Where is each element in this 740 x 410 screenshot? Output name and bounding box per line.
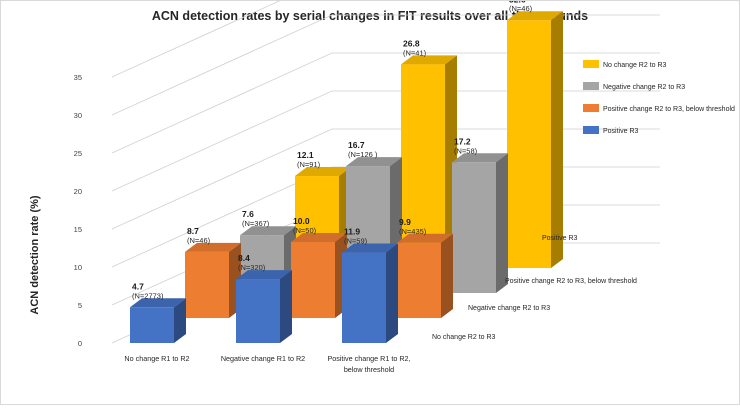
bars: [130, 11, 563, 343]
data-label-value: 7.6: [242, 209, 254, 219]
data-label-value: 9.9: [399, 217, 411, 227]
depth-axis-label: Positive change R2 to R3, below threshol…: [505, 278, 637, 285]
bar-side-face: [441, 233, 453, 318]
data-label-n: (N=50): [293, 226, 317, 235]
data-label-value: 11.9: [344, 227, 360, 237]
bar-side-face: [496, 153, 508, 293]
bar-top-face: [401, 55, 457, 65]
bar-top-face: [346, 157, 402, 167]
bar: [452, 153, 508, 293]
bar-side-face: [280, 270, 292, 343]
legend: No change R2 to R3 Negative change R2 to …: [583, 60, 735, 135]
bar-front-face: [507, 20, 551, 268]
x-tick-label: below threshold: [344, 365, 394, 374]
bar-front-face: [342, 252, 386, 343]
data-label-value: 8.4: [238, 253, 250, 263]
data-labels: 12.1(N=91)26.8(N=41)32.6(N=46)7.6(N=367)…: [132, 0, 533, 300]
y-tick-label: 15: [74, 225, 82, 234]
bar-side-face: [551, 11, 563, 269]
data-label-n: (N=367): [242, 219, 270, 228]
bar-top-face: [291, 233, 347, 242]
y-tick-label: 0: [78, 339, 82, 348]
data-label-n: (N=320): [238, 263, 266, 272]
gridline: [111, 0, 283, 78]
legend-label: Positive change R2 to R3, below threshol…: [603, 106, 735, 113]
bar-top-face: [507, 11, 563, 21]
bar-front-face: [397, 242, 441, 318]
chart-title: ACN detection rates by serial changes in…: [152, 9, 588, 23]
bar-top-face: [236, 270, 292, 280]
data-label-n: (N=59): [344, 237, 368, 246]
data-label-value: 32.6: [509, 0, 526, 4]
data-label-value: 26.8: [403, 38, 420, 48]
depth-axis-label: Negative change R2 to R3: [468, 305, 550, 312]
data-label-value: 4.7: [132, 281, 144, 291]
data-label-n: (N=41): [403, 48, 427, 57]
data-label-n: (N=126 ): [348, 150, 378, 159]
bar: [342, 243, 398, 343]
y-tick-label: 35: [74, 73, 82, 82]
depth-axis-label: Positive R3: [542, 235, 578, 242]
legend-swatch: [583, 126, 599, 134]
bar-top-face: [130, 298, 186, 308]
data-label-value: 16.7: [348, 140, 365, 150]
bar: [236, 270, 292, 343]
bar-side-face: [386, 243, 398, 343]
bar-top-face: [240, 226, 296, 236]
y-tick-label: 10: [74, 263, 82, 272]
bar: [130, 298, 186, 343]
data-label-n: (N=91): [297, 160, 321, 169]
legend-swatch: [583, 82, 599, 90]
axes: 0 5 10 15 20 25 30 35 No change R1 to R2 Negative…: [74, 73, 637, 374]
bar-front-face: [185, 251, 229, 318]
data-label-n: (N=2773): [132, 291, 164, 300]
data-label-n: (N=435): [399, 227, 427, 236]
bar-front-face: [130, 307, 174, 343]
bar: [185, 242, 241, 318]
bar-top-face: [342, 243, 398, 253]
bar-top-face: [397, 233, 453, 243]
legend-label: Positive R3: [603, 128, 639, 135]
bar-top-face: [452, 153, 508, 163]
legend-label: No change R2 to R3: [603, 62, 667, 69]
y-tick-label: 5: [78, 301, 82, 310]
bar-front-face: [236, 279, 280, 343]
y-tick-label: 25: [74, 149, 82, 158]
data-label-value: 10.0: [293, 216, 310, 226]
bar: [397, 233, 453, 318]
x-tick-label: Negative change R1 to R2: [221, 354, 305, 363]
bar-front-face: [291, 242, 335, 318]
x-tick-label: No change R1 to R2: [124, 354, 189, 363]
bar-top-face: [185, 242, 241, 252]
data-label-value: 12.1: [297, 150, 314, 160]
data-label-value: 17.2: [454, 136, 471, 146]
bar-side-face: [174, 298, 186, 343]
depth-axis-label: No change R2 to R3: [432, 334, 496, 341]
x-tick-label: Positive change R1 to R2,: [327, 354, 410, 363]
data-label-value: 8.7: [187, 226, 199, 236]
y-tick-label: 20: [74, 187, 82, 196]
data-label-n: (N=46): [509, 4, 533, 13]
legend-swatch: [583, 104, 599, 112]
legend-swatch: [583, 60, 599, 68]
legend-label: Negative change R2 to R3: [603, 84, 685, 91]
data-label-n: (N=58): [454, 146, 478, 155]
bar: [507, 11, 563, 269]
y-axis-label: ACN detection rate (%): [29, 195, 41, 315]
data-label-n: (N=46): [187, 236, 211, 245]
bar-front-face: [452, 162, 496, 293]
y-tick-label: 30: [74, 111, 82, 120]
bar-top-face: [295, 167, 351, 177]
